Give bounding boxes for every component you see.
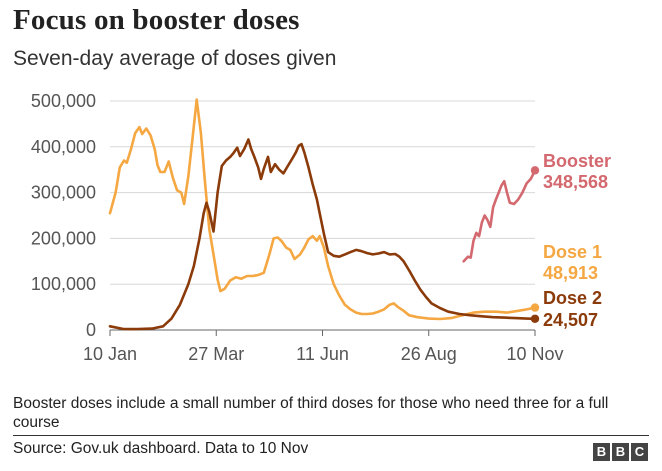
series-line-dose-1 (108, 98, 537, 321)
chart-title: Focus on booster doses (13, 4, 300, 36)
x-tick-label: 11 Jun (296, 344, 349, 364)
series-name-label: Booster (543, 151, 611, 171)
chart-note: Booster doses include a small number of … (13, 395, 609, 431)
series-line-booster (462, 169, 537, 263)
bbc-logo-letter: B (593, 443, 610, 461)
series-value-label: 48,913 (543, 263, 598, 283)
y-tick-label: 200,000 (31, 228, 96, 248)
y-tick-label: 300,000 (31, 183, 96, 203)
bbc-logo: B B C (593, 443, 648, 461)
series-line-dose-2 (108, 138, 537, 331)
bbc-logo-letter: C (631, 443, 648, 461)
series-end-point (530, 166, 540, 175)
y-tick-label: 100,000 (31, 274, 96, 294)
gridlines (110, 100, 535, 331)
y-tick-label: 0 (86, 320, 96, 340)
series-end-point (530, 314, 540, 323)
series-value-label: 348,568 (543, 172, 608, 192)
series-name-label: Dose 2 (543, 288, 602, 308)
series-end-point (530, 303, 540, 312)
x-axis-ticks: 10 Jan 27 Mar 11 Jun 26 Aug 10 Nov (83, 330, 564, 364)
y-tick-label: 500,000 (31, 91, 96, 111)
series-name-label: Dose 1 (543, 242, 602, 262)
chart-subtitle: Seven-day average of doses given (13, 47, 337, 70)
x-tick-label: 10 Nov (506, 344, 563, 364)
y-axis-ticks: 0 100,000 200,000 300,000 400,000 500,000 (31, 91, 96, 340)
series-layer (108, 98, 540, 331)
x-tick-label: 27 Mar (188, 344, 244, 364)
x-tick-label: 10 Jan (83, 344, 137, 364)
source-text: Source: Gov.uk dashboard. Data to 10 Nov (13, 440, 309, 457)
bbc-logo-letter: B (612, 443, 629, 461)
y-tick-label: 400,000 (31, 137, 96, 157)
footer-divider (13, 435, 649, 436)
series-value-label: 24,507 (543, 310, 598, 330)
line-chart: 0 100,000 200,000 300,000 400,000 500,000 10 … (31, 91, 611, 364)
x-tick-label: 26 Aug (401, 344, 457, 364)
